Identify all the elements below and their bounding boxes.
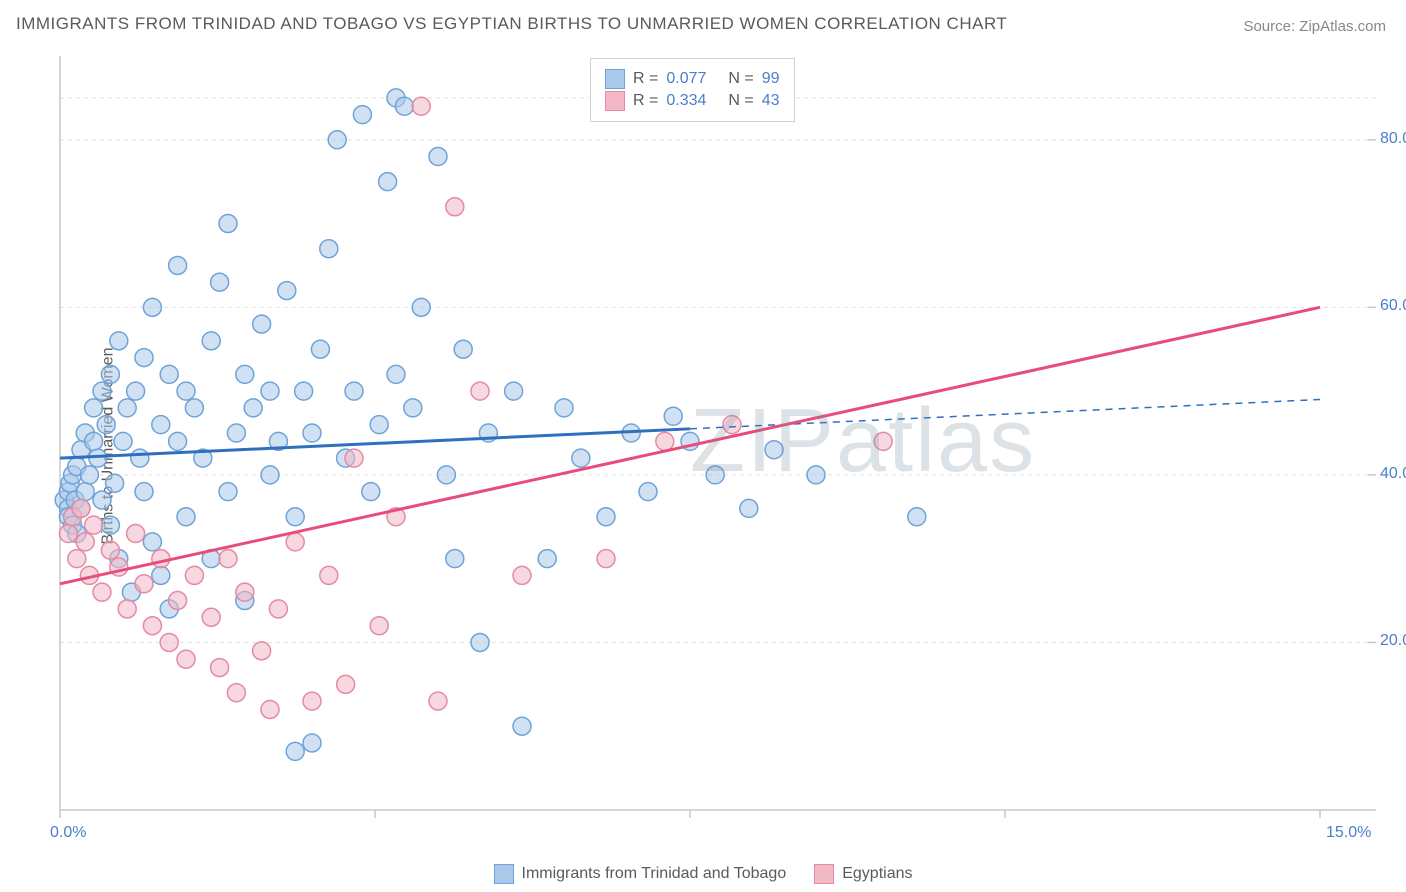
legend-n-label: N = [728,92,753,110]
y-tick-label: 80.0% [1380,130,1406,148]
legend-item-series1: Immigrants from Trinidad and Tobago [494,864,787,884]
swatch-series2-bottom [814,864,834,884]
legend-r-value-2: 0.334 [666,92,706,110]
legend-label-2: Egyptians [842,865,912,883]
legend-row-series1: R = 0.077 N = 99 [605,69,780,89]
y-tick-label: 40.0% [1380,465,1406,483]
swatch-series2 [605,91,625,111]
series-legend: Immigrants from Trinidad and Tobago Egyp… [0,864,1406,884]
legend-label-1: Immigrants from Trinidad and Tobago [522,865,787,883]
y-tick-label: 20.0% [1380,632,1406,650]
swatch-series1-bottom [494,864,514,884]
legend-n-label: N = [728,70,753,88]
legend-r-value-1: 0.077 [666,70,706,88]
chart-title: IMMIGRANTS FROM TRINIDAD AND TOBAGO VS E… [16,14,1007,34]
correlation-legend: R = 0.077 N = 99 R = 0.334 N = 43 [590,58,795,122]
chart-area: ZIPatlas 20.0%40.0%60.0%80.0%0.0%15.0% [50,50,1386,832]
legend-r-label: R = [633,70,658,88]
legend-row-series2: R = 0.334 N = 43 [605,91,780,111]
scatter-plot [50,50,1386,832]
x-tick-label: 15.0% [1326,824,1371,842]
legend-r-label: R = [633,92,658,110]
source-attribution: Source: ZipAtlas.com [1243,18,1386,35]
legend-n-value-2: 43 [762,92,780,110]
legend-item-series2: Egyptians [814,864,912,884]
swatch-series1 [605,69,625,89]
y-tick-label: 60.0% [1380,297,1406,315]
legend-n-value-1: 99 [762,70,780,88]
x-tick-label: 0.0% [50,824,86,842]
